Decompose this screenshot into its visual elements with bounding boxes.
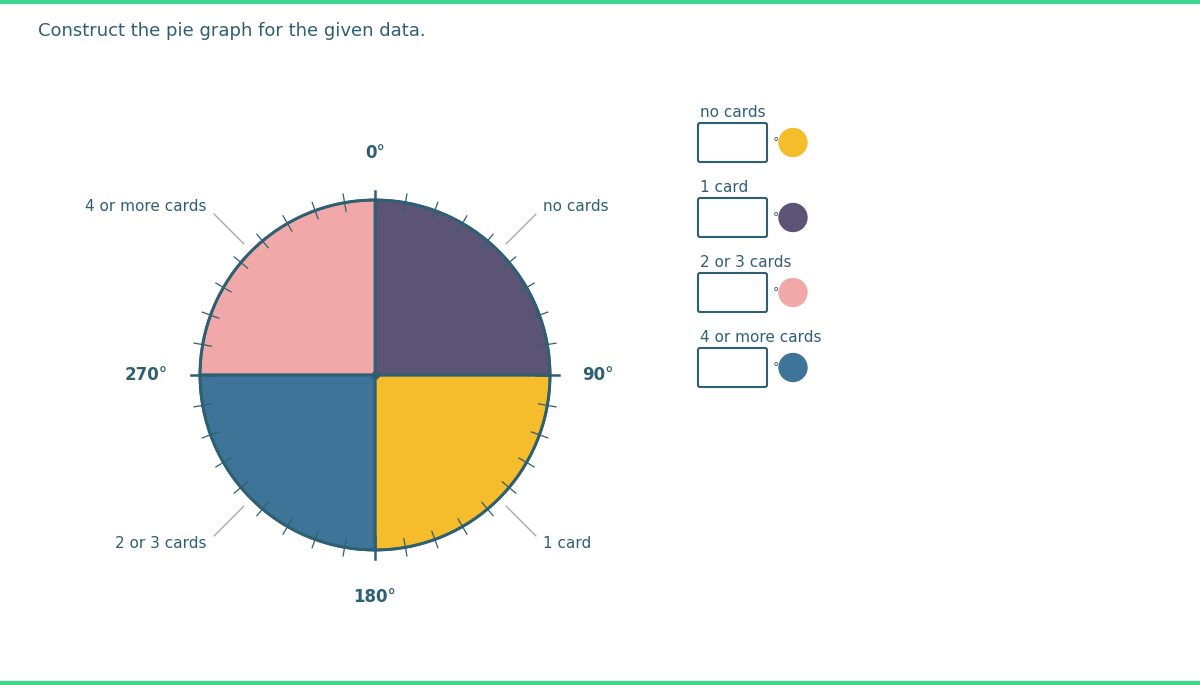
Text: °: °	[773, 286, 779, 299]
Text: no cards: no cards	[700, 105, 766, 120]
Wedge shape	[374, 200, 550, 375]
Text: 0°: 0°	[365, 144, 385, 162]
Text: 2 or 3 cards: 2 or 3 cards	[115, 536, 206, 551]
FancyBboxPatch shape	[698, 123, 767, 162]
FancyBboxPatch shape	[698, 273, 767, 312]
Circle shape	[779, 129, 808, 156]
Text: °: °	[773, 211, 779, 224]
Text: 1 card: 1 card	[544, 536, 592, 551]
Wedge shape	[374, 375, 550, 550]
Text: 90: 90	[721, 358, 744, 377]
Wedge shape	[200, 200, 374, 375]
Text: 4 or more cards: 4 or more cards	[85, 199, 206, 214]
Text: °: °	[773, 136, 779, 149]
FancyBboxPatch shape	[698, 198, 767, 237]
Text: 90°: 90°	[582, 366, 613, 384]
Text: 90: 90	[721, 284, 744, 301]
Circle shape	[779, 279, 808, 306]
Circle shape	[779, 203, 808, 232]
Text: no cards: no cards	[544, 199, 608, 214]
Text: 1 card: 1 card	[700, 180, 749, 195]
Wedge shape	[200, 375, 374, 550]
Text: °: °	[773, 361, 779, 374]
Text: 90: 90	[721, 208, 744, 227]
Text: Construct the pie graph for the given data.: Construct the pie graph for the given da…	[38, 22, 426, 40]
Text: 2 or 3 cards: 2 or 3 cards	[700, 255, 792, 270]
Text: 90: 90	[721, 134, 744, 151]
Text: 4 or more cards: 4 or more cards	[700, 330, 822, 345]
FancyBboxPatch shape	[698, 348, 767, 387]
Circle shape	[779, 353, 808, 382]
Text: 270°: 270°	[125, 366, 168, 384]
Text: 180°: 180°	[354, 588, 396, 606]
